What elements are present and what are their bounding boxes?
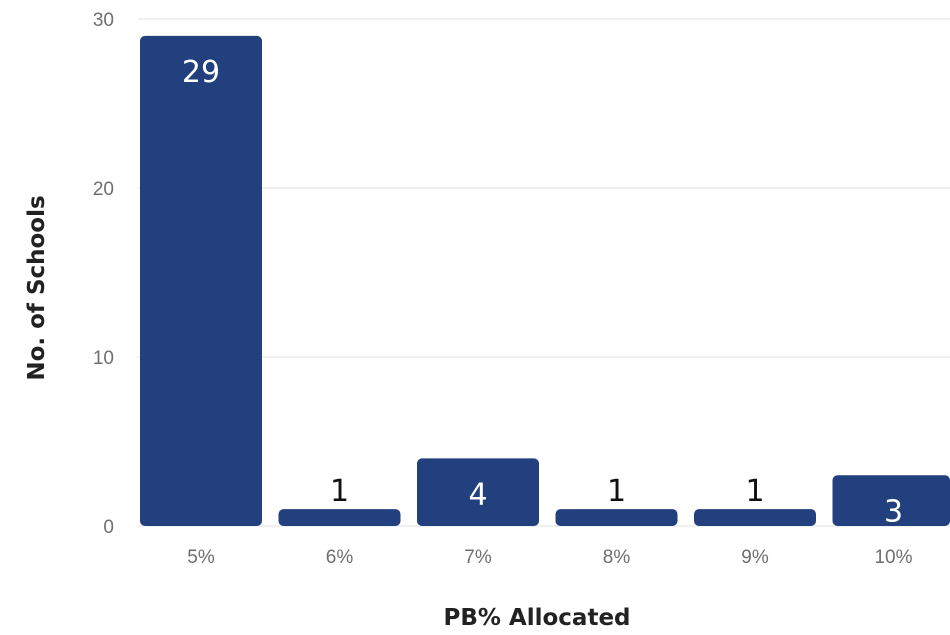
x-tick-label: 10% bbox=[874, 547, 912, 568]
y-axis-title: No. of Schools bbox=[24, 195, 50, 380]
bar-value-label: 29 bbox=[182, 55, 220, 90]
x-tick-label: 7% bbox=[464, 547, 492, 568]
bar bbox=[832, 475, 950, 526]
bar bbox=[278, 509, 401, 526]
x-tick-label: 6% bbox=[326, 547, 354, 568]
bar bbox=[417, 458, 539, 526]
y-tick-label: 0 bbox=[103, 517, 114, 538]
y-axis-ticks: 0 10 20 30 bbox=[93, 10, 114, 538]
y-tick-label: 20 bbox=[93, 179, 114, 200]
bar-value-label: 1 bbox=[745, 474, 764, 509]
bar-value-label: 3 bbox=[884, 494, 903, 529]
bar bbox=[694, 509, 816, 526]
x-tick-label: 5% bbox=[187, 547, 215, 568]
gridlines bbox=[138, 18, 950, 527]
y-tick-label: 10 bbox=[93, 348, 114, 369]
x-axis-ticks: 5% 6% 7% 8% 9% 10% bbox=[187, 547, 912, 568]
bar bbox=[555, 509, 678, 526]
bar-value-label: 1 bbox=[330, 474, 349, 509]
bar bbox=[140, 35, 262, 527]
x-tick-label: 8% bbox=[603, 547, 631, 568]
bars: 29 1 4 1 1 3 bbox=[140, 35, 950, 529]
x-axis-title: PB% Allocated bbox=[443, 605, 630, 631]
bar-value-label: 4 bbox=[468, 477, 487, 512]
bar-value-label: 1 bbox=[607, 474, 626, 509]
x-tick-label: 9% bbox=[741, 547, 769, 568]
y-tick-label: 30 bbox=[93, 10, 114, 31]
